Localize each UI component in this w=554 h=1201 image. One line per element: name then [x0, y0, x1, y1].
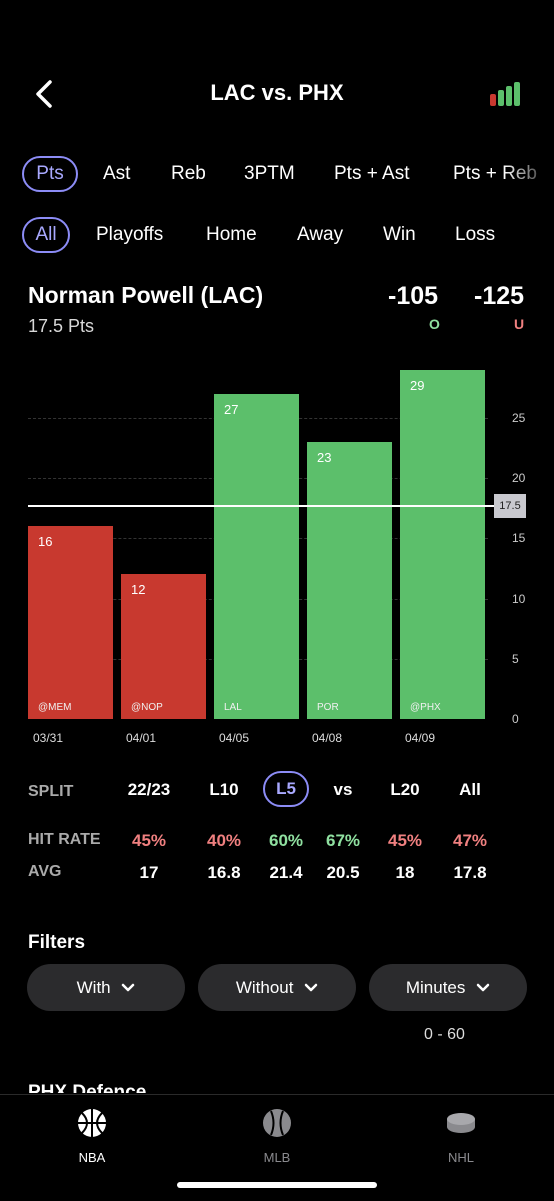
avg-value: 16.8 [207, 863, 241, 882]
bar-value-label: 23 [317, 450, 332, 465]
filter-away[interactable]: Away [297, 224, 344, 245]
split-option[interactable]: L5 [263, 771, 309, 807]
bar-opponent-label: @PHX [410, 702, 441, 713]
split-option[interactable]: 22/23 [127, 780, 171, 799]
x-tick-date: 04/08 [312, 731, 343, 745]
chart-bar[interactable]: 16 @MEM [28, 526, 113, 719]
bar-opponent-label: LAL [224, 702, 242, 713]
line-reference-badge: 17.5 [494, 494, 526, 518]
y-tick-label: 15 [512, 531, 526, 545]
chevron-down-icon [122, 983, 135, 992]
tab-3ptm[interactable]: 3PTM [244, 163, 295, 184]
y-tick-label: 10 [512, 592, 526, 606]
y-tick-label: 20 [512, 471, 526, 485]
avg-value: 21.4 [269, 863, 303, 882]
with-filter-label: With [76, 978, 111, 997]
home-indicator [177, 1182, 377, 1188]
bar-value-label: 27 [224, 402, 239, 417]
x-tick-date: 04/05 [219, 731, 250, 745]
hit-rate-value: 45% [131, 831, 167, 850]
bar-value-label: 16 [38, 534, 53, 549]
player-name: Norman Powell (LAC) [28, 282, 264, 308]
filter-loss[interactable]: Loss [455, 224, 496, 245]
filter-home[interactable]: Home [206, 224, 257, 245]
without-filter-label: Without [235, 978, 294, 997]
over-odds[interactable]: -105 [388, 282, 439, 310]
avg-value: 17 [139, 863, 159, 882]
nav-nba-label: NBA [78, 1150, 106, 1165]
chart-bar[interactable]: 12 @NOP [121, 574, 206, 719]
split-option[interactable]: All [459, 780, 481, 799]
stat-tabs: Pts Ast Reb 3PTM Pts + Ast Pts + Reb [0, 156, 554, 196]
bar-value-label: 12 [131, 582, 146, 597]
basketball-icon [78, 1109, 106, 1137]
filters-title: Filters [28, 932, 86, 953]
page-title: LAC vs. PHX [210, 80, 344, 105]
back-button[interactable] [30, 76, 64, 112]
filter-playoffs[interactable]: Playoffs [96, 224, 164, 245]
over-label: O [429, 316, 440, 332]
tab-reb[interactable]: Reb [171, 163, 206, 184]
minutes-range: 0 - 60 [424, 1026, 465, 1043]
bar-opponent-label: @NOP [131, 702, 163, 713]
avg-value: 18 [395, 863, 415, 882]
x-tick-date: 04/09 [405, 731, 436, 745]
bar-value-label: 29 [410, 378, 425, 393]
without-filter-button[interactable]: Without [198, 964, 356, 1011]
bar-chart-icon[interactable] [488, 80, 520, 108]
game-filter-tabs: All Playoffs Home Away Win Loss [0, 217, 554, 257]
nav-mlb-label: MLB [263, 1150, 291, 1165]
split-option[interactable]: L10 [209, 780, 239, 799]
filter-all[interactable]: All [22, 217, 70, 253]
bar-opponent-label: @MEM [38, 702, 72, 713]
chart-bar[interactable]: 23 POR [307, 442, 392, 719]
chart-bar[interactable]: 27 LAL [214, 394, 299, 719]
chevron-down-icon [304, 983, 318, 992]
y-tick-label: 5 [512, 652, 519, 666]
tab-pts-ast[interactable]: Pts + Ast [334, 163, 410, 184]
avg-value: 20.5 [326, 863, 360, 882]
x-tick-date: 03/31 [33, 731, 64, 745]
under-label: U [514, 316, 525, 332]
prop-line: 17.5 Pts [28, 316, 95, 336]
minutes-filter-label: Minutes [405, 978, 466, 997]
bar-opponent-label: POR [317, 702, 339, 713]
under-odds[interactable]: -125 [474, 282, 525, 310]
split-label: SPLIT [28, 783, 74, 800]
with-filter-button[interactable]: With [27, 964, 185, 1011]
split-option[interactable]: vs [333, 780, 353, 799]
chevron-down-icon [476, 983, 490, 992]
baseball-icon [263, 1109, 291, 1137]
nav-nhl[interactable]: NHL [411, 1107, 511, 1165]
hockey-puck-icon [447, 1113, 475, 1133]
avg-value: 17.8 [453, 863, 487, 882]
filter-win[interactable]: Win [383, 224, 416, 245]
nav-mlb[interactable]: MLB [227, 1107, 327, 1165]
y-tick-label: 0 [512, 712, 519, 726]
avg-label: AVG [28, 863, 62, 880]
line-reference [28, 505, 496, 507]
x-tick-date: 04/01 [126, 731, 157, 745]
tab-pts[interactable]: Pts [22, 156, 78, 192]
hit-rate-value: 67% [325, 831, 361, 850]
hit-rate-value: 47% [452, 831, 488, 850]
hit-rate-label: HIT RATE [28, 831, 101, 848]
split-option[interactable]: L20 [390, 780, 420, 799]
scroll-fade [504, 156, 554, 196]
minutes-filter-button[interactable]: Minutes [369, 964, 527, 1011]
nav-nhl-label: NHL [447, 1150, 474, 1165]
y-tick-label: 25 [512, 411, 526, 425]
nav-nba[interactable]: NBA [42, 1107, 142, 1165]
hit-rate-value: 45% [387, 831, 423, 850]
chevron-left-icon [36, 80, 52, 108]
next-section-title: PHX Defence [28, 1083, 146, 1093]
hit-rate-value: 40% [206, 831, 242, 850]
tab-ast[interactable]: Ast [103, 163, 131, 184]
hit-rate-value: 60% [268, 831, 304, 850]
chart-bar[interactable]: 29 @PHX [400, 370, 485, 719]
